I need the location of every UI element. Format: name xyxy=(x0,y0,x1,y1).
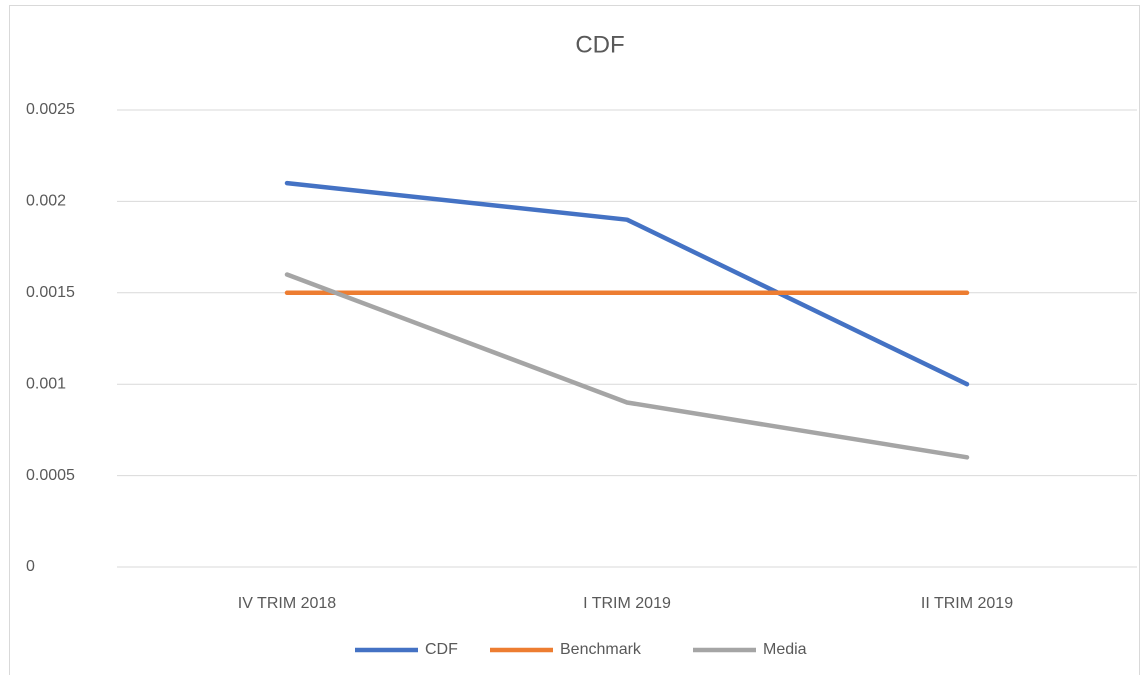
y-tick-label: 0.0005 xyxy=(26,467,75,484)
series-line xyxy=(284,180,970,387)
legend-label: Media xyxy=(763,641,807,658)
y-tick-label: 0.001 xyxy=(26,375,66,392)
y-tick-label: 0.0025 xyxy=(26,101,75,118)
chart-title: CDF xyxy=(575,31,624,58)
y-tick-label: 0.002 xyxy=(26,193,66,210)
series-line xyxy=(284,272,970,460)
x-tick-label: II TRIM 2019 xyxy=(921,595,1013,612)
x-tick-label: IV TRIM 2018 xyxy=(238,595,337,612)
legend-label: CDF xyxy=(425,641,458,658)
x-tick-label: I TRIM 2019 xyxy=(583,595,671,612)
legend-label: Benchmark xyxy=(560,641,642,658)
y-tick-label: 0 xyxy=(26,558,35,575)
chart-frame xyxy=(9,5,1140,675)
y-tick-label: 0.0015 xyxy=(26,284,75,301)
